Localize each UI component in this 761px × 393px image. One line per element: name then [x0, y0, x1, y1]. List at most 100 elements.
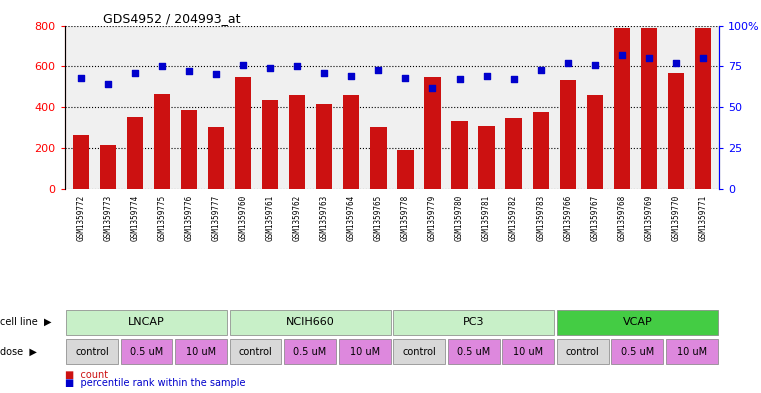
- Text: GSM1359780: GSM1359780: [455, 195, 464, 241]
- Point: [480, 73, 492, 79]
- Text: VCAP: VCAP: [622, 317, 652, 327]
- Bar: [667, 73, 684, 189]
- Point: [589, 62, 601, 68]
- Point: [562, 60, 574, 66]
- Text: GSM1359767: GSM1359767: [591, 195, 599, 241]
- Bar: [235, 77, 251, 189]
- Point: [670, 60, 682, 66]
- Text: control: control: [566, 347, 600, 357]
- Point: [534, 66, 546, 73]
- Text: GSM1359773: GSM1359773: [103, 195, 113, 241]
- Point: [129, 70, 141, 76]
- Bar: [557, 340, 609, 364]
- Point: [426, 84, 438, 91]
- Bar: [339, 340, 390, 364]
- Bar: [181, 110, 197, 189]
- Text: GSM1359779: GSM1359779: [428, 195, 437, 241]
- Bar: [371, 127, 387, 189]
- Bar: [66, 340, 118, 364]
- Text: control: control: [403, 347, 436, 357]
- Text: cell line  ▶: cell line ▶: [0, 317, 52, 327]
- Text: PC3: PC3: [463, 317, 485, 327]
- Bar: [154, 94, 170, 189]
- Bar: [587, 95, 603, 189]
- Bar: [230, 340, 282, 364]
- Point: [400, 75, 412, 81]
- Text: GSM1359762: GSM1359762: [293, 195, 302, 241]
- Bar: [230, 310, 390, 334]
- Text: GSM1359769: GSM1359769: [645, 195, 654, 241]
- Text: 0.5 uM: 0.5 uM: [621, 347, 654, 357]
- Text: GSM1359778: GSM1359778: [401, 195, 410, 241]
- Text: GSM1359775: GSM1359775: [158, 195, 167, 241]
- Text: GSM1359768: GSM1359768: [617, 195, 626, 241]
- Bar: [613, 28, 630, 189]
- Bar: [284, 340, 336, 364]
- Bar: [559, 79, 576, 189]
- Point: [345, 73, 358, 79]
- Text: LNCAP: LNCAP: [128, 317, 165, 327]
- Bar: [447, 340, 500, 364]
- Bar: [66, 310, 227, 334]
- Text: control: control: [239, 347, 272, 357]
- Bar: [425, 77, 441, 189]
- Point: [508, 76, 520, 83]
- Text: 10 uM: 10 uM: [677, 347, 707, 357]
- Point: [643, 55, 655, 61]
- Bar: [451, 121, 468, 189]
- Bar: [262, 100, 279, 189]
- Point: [454, 76, 466, 83]
- Bar: [641, 28, 657, 189]
- Point: [237, 62, 250, 68]
- Text: ■  percentile rank within the sample: ■ percentile rank within the sample: [65, 378, 245, 388]
- Text: GSM1359761: GSM1359761: [266, 195, 275, 241]
- Text: 0.5 uM: 0.5 uM: [294, 347, 326, 357]
- Text: GSM1359764: GSM1359764: [347, 195, 356, 241]
- Point: [697, 55, 709, 61]
- Bar: [343, 95, 359, 189]
- Text: GSM1359777: GSM1359777: [212, 195, 221, 241]
- Bar: [100, 145, 116, 189]
- Text: GSM1359783: GSM1359783: [537, 195, 545, 241]
- Bar: [533, 112, 549, 189]
- Bar: [611, 340, 664, 364]
- Text: GSM1359771: GSM1359771: [699, 195, 708, 241]
- Point: [156, 63, 168, 70]
- Point: [210, 71, 222, 77]
- Text: GSM1359772: GSM1359772: [76, 195, 85, 241]
- Point: [102, 81, 114, 87]
- Text: GSM1359776: GSM1359776: [185, 195, 193, 241]
- Text: GSM1359765: GSM1359765: [374, 195, 383, 241]
- Bar: [502, 340, 554, 364]
- Point: [372, 66, 384, 73]
- Text: GSM1359763: GSM1359763: [320, 195, 329, 241]
- Bar: [208, 127, 224, 189]
- Bar: [505, 118, 522, 189]
- Text: 0.5 uM: 0.5 uM: [130, 347, 163, 357]
- Text: GSM1359760: GSM1359760: [239, 195, 247, 241]
- Bar: [666, 340, 718, 364]
- Bar: [73, 135, 89, 189]
- Text: 10 uM: 10 uM: [513, 347, 543, 357]
- Text: NCIH660: NCIH660: [285, 317, 335, 327]
- Text: GSM1359781: GSM1359781: [482, 195, 491, 241]
- Text: GDS4952 / 204993_at: GDS4952 / 204993_at: [103, 12, 240, 25]
- Text: GSM1359766: GSM1359766: [563, 195, 572, 241]
- Bar: [479, 127, 495, 189]
- Text: GSM1359770: GSM1359770: [671, 195, 680, 241]
- Text: ■  count: ■ count: [65, 369, 108, 380]
- Bar: [127, 117, 143, 189]
- Point: [75, 75, 87, 81]
- Text: control: control: [75, 347, 109, 357]
- Bar: [393, 310, 554, 334]
- Text: GSM1359782: GSM1359782: [509, 195, 518, 241]
- Point: [264, 65, 276, 71]
- Text: dose  ▶: dose ▶: [0, 347, 37, 357]
- Bar: [316, 104, 333, 189]
- Text: GSM1359774: GSM1359774: [130, 195, 139, 241]
- Bar: [175, 340, 227, 364]
- Bar: [289, 95, 305, 189]
- Text: 0.5 uM: 0.5 uM: [457, 347, 490, 357]
- Bar: [393, 340, 445, 364]
- Point: [183, 68, 195, 74]
